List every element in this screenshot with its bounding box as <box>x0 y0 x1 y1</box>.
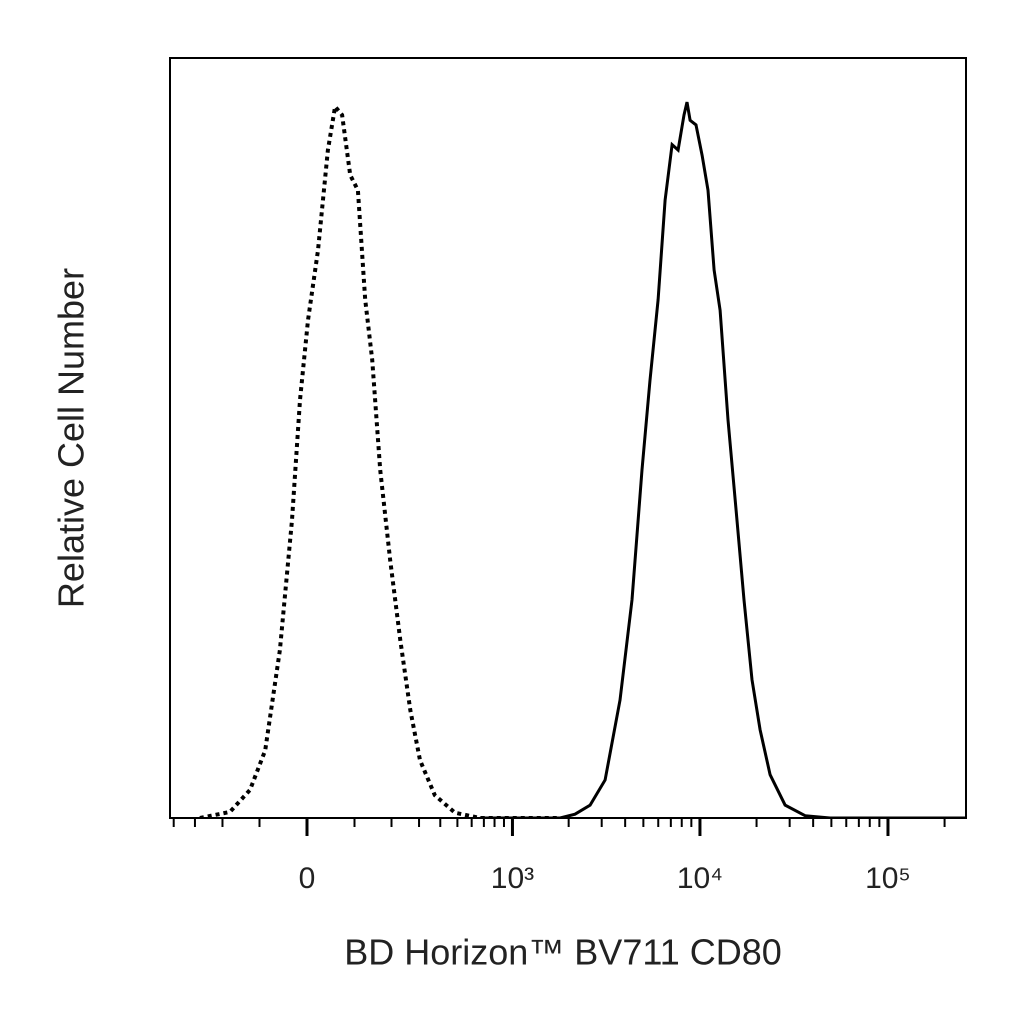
plot-frame <box>169 57 967 819</box>
x-tick-label: 10⁵ <box>865 862 911 895</box>
x-axis-label: BD Horizon™ BV711 CD80 <box>344 932 782 973</box>
x-tick-label: 0 <box>299 862 316 895</box>
x-tick-label: 10³ <box>491 862 534 895</box>
x-tick-label: 10⁴ <box>677 862 723 895</box>
histogram-line <box>479 101 966 818</box>
y-axis-label: Relative Cell Number <box>51 268 92 608</box>
histogram-line <box>199 101 561 818</box>
